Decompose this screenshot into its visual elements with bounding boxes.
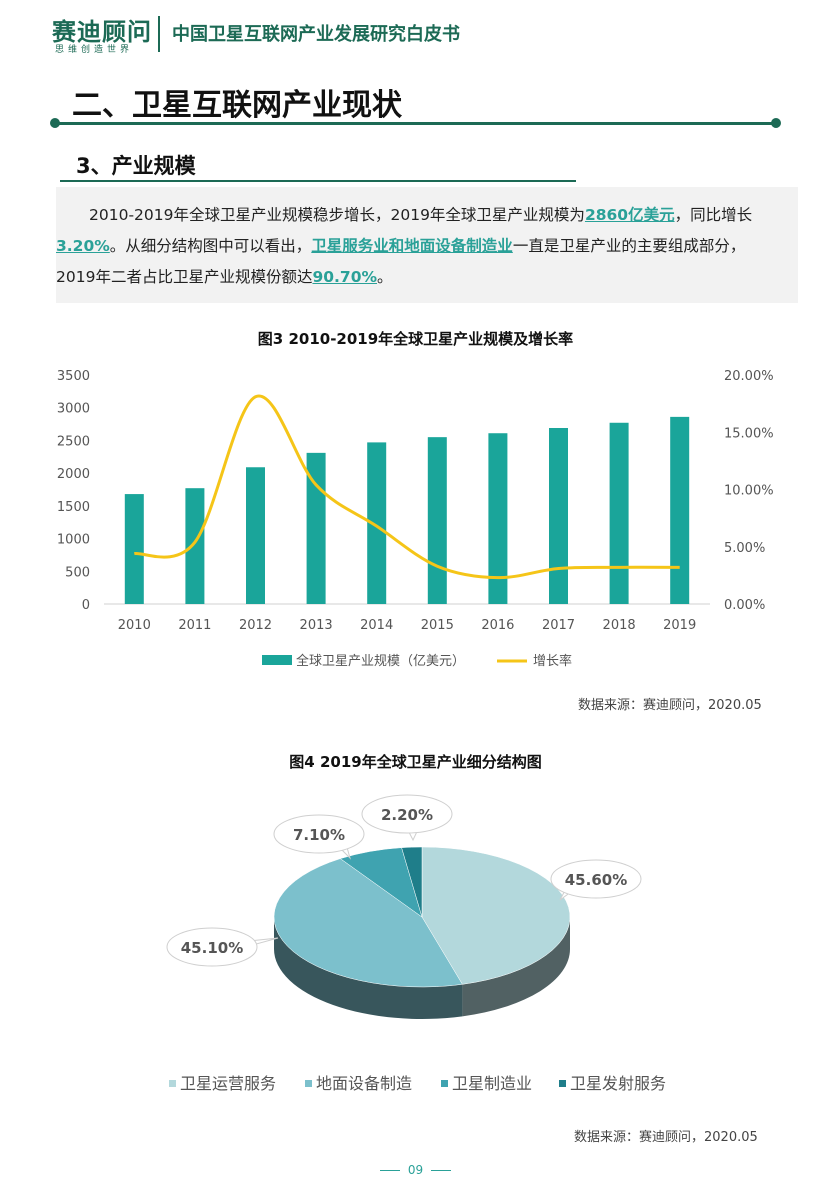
growth-rate-line	[134, 394, 680, 580]
pie-slice-卫星发射服务	[401, 846, 423, 918]
header-divider	[158, 16, 160, 52]
y-left-tick-label: 1500	[57, 500, 90, 515]
para-text-4: 一直是卫星产业的主要组成部分，2019年二者占比卫星产业规模份额达	[56, 237, 746, 286]
para-text-2: ，同比增长	[674, 206, 753, 224]
para-text-1: 2010-2019年全球卫星产业规模稳步增长，2019年全球卫星产业规模为	[89, 206, 585, 224]
bar-2014	[367, 442, 387, 604]
slice-value-label: 2.20%	[381, 806, 433, 824]
legend-bar-swatch	[262, 655, 292, 665]
para-highlight-share: 90.70%	[312, 268, 378, 286]
y-left-tick-label: 2500	[57, 434, 90, 449]
pie-slice-地面设备制造	[273, 858, 463, 988]
legend-swatch	[305, 1080, 312, 1087]
bar-2012	[246, 467, 265, 604]
y-right-tick-label: 15.00%	[724, 426, 774, 441]
pie-slice-卫星运营服务	[421, 846, 571, 985]
bar-2016	[488, 433, 508, 604]
y-left-tick-label: 3000	[57, 402, 90, 417]
bar-2019	[670, 416, 690, 604]
y-right-tick-label: 20.00%	[724, 369, 774, 384]
legend-label: 卫星发射服务	[570, 1074, 666, 1093]
para-text-3: 。从细分结构图中可以看出，	[109, 237, 312, 255]
subsection-heading: 3、产业规模	[76, 154, 196, 178]
logo-slogan: 思维创造世界	[55, 45, 134, 55]
rule-dot-right	[771, 118, 781, 128]
y-right-tick-label: 10.00%	[724, 484, 774, 499]
subsection-rule	[60, 180, 576, 182]
x-tick-label: 2018	[603, 618, 636, 633]
slice-value-label: 45.10%	[181, 939, 243, 957]
legend-label: 地面设备制造	[316, 1074, 412, 1093]
page-line-left	[379, 1170, 400, 1171]
paragraph-background	[56, 187, 798, 303]
slice-value-label: 45.60%	[565, 871, 627, 889]
legend-label: 卫星制造业	[452, 1074, 532, 1093]
bar-2011	[185, 488, 205, 604]
section-heading: 二、卫星互联网产业现状	[72, 88, 402, 123]
document-title: 中国卫星互联网产业发展研究白皮书	[172, 24, 460, 45]
callout-bubble	[273, 814, 365, 854]
y-right-tick-label: 5.00%	[724, 541, 765, 556]
legend-bar-label: 全球卫星产业规模（亿美元）	[296, 653, 465, 669]
legend-line-label: 增长率	[533, 653, 572, 669]
pie-side-卫星运营服务	[462, 917, 570, 1017]
y-left-tick-label: 0	[82, 598, 90, 613]
y-left-tick-label: 1000	[57, 533, 90, 548]
y-left-tick-label: 2000	[57, 467, 90, 482]
figure3-combo-chart: 0 500 1000 1500 2000 2500 3000 3500 0.00% 5.00% 10…	[57, 369, 774, 669]
bar-2010	[124, 494, 144, 604]
para-highlight-size: 2860亿美元	[584, 206, 675, 224]
para-highlight-sectors: 卫星服务业和地面设备制造业	[311, 237, 513, 255]
callout-bubble	[550, 859, 642, 899]
pie-side-地面设备制造	[274, 917, 463, 1019]
rule-dot-left	[50, 118, 60, 128]
bar-2017	[549, 427, 568, 604]
logo-text: 赛迪顾问	[52, 17, 152, 46]
x-tick-label: 2013	[300, 618, 333, 633]
bar-2015	[427, 437, 447, 604]
summary-paragraph: 2010-2019年全球卫星产业规模稳步增长，2019年全球卫星产业规模为286…	[56, 200, 784, 293]
legend-swatch	[169, 1080, 176, 1087]
x-tick-label: 2014	[360, 618, 393, 633]
x-tick-label: 2019	[663, 618, 696, 633]
x-tick-label: 2015	[421, 618, 454, 633]
legend-swatch	[559, 1080, 566, 1087]
x-tick-label: 2010	[118, 618, 151, 633]
page-number-text: 09	[407, 1163, 424, 1177]
x-tick-label: 2017	[542, 618, 575, 633]
callout-bubble	[361, 794, 453, 834]
legend-label: 卫星运营服务	[180, 1074, 276, 1093]
y-left-tick-label: 500	[65, 565, 90, 580]
bar-2018	[609, 422, 629, 604]
figure4-title: 图4 2019年全球卫星产业细分结构图	[289, 753, 542, 771]
x-tick-label: 2012	[239, 618, 272, 633]
slice-value-label: 7.10%	[293, 826, 345, 844]
figure4-source: 数据来源：赛迪顾问，2020.05	[574, 1130, 758, 1145]
y-left-tick-label: 3500	[57, 369, 90, 384]
legend-swatch	[441, 1080, 448, 1087]
section-rule	[56, 122, 776, 125]
figure4-pie-chart: 45.60% 45.10% 7.10% 2.20% 卫星运营服务 地面设备制造 卫星制造业 卫…	[166, 794, 666, 1093]
callout-bubble	[166, 927, 258, 967]
x-tick-label: 2016	[481, 618, 514, 633]
page-line-right	[431, 1170, 452, 1171]
para-text-5: 。	[377, 268, 393, 286]
y-right-tick-label: 0.00%	[724, 598, 765, 613]
page-number: 09	[0, 1163, 831, 1177]
figure3-source: 数据来源：赛迪顾问，2020.05	[578, 698, 762, 713]
figure3-title: 图3 2010-2019年全球卫星产业规模及增长率	[257, 330, 574, 348]
x-tick-label: 2011	[178, 618, 211, 633]
para-highlight-growth: 3.20%	[56, 237, 110, 255]
